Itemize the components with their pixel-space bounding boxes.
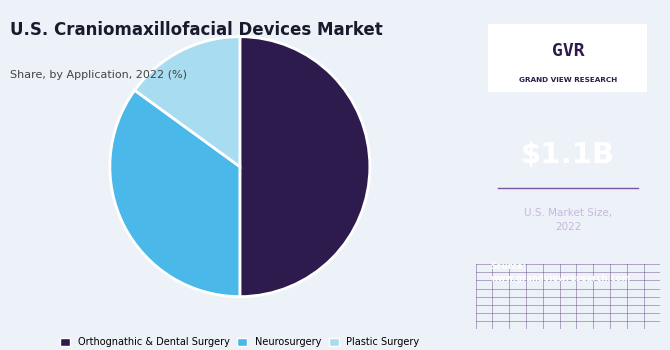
Text: Share, by Application, 2022 (%): Share, by Application, 2022 (%) [10,70,187,80]
Legend: Orthognathic & Dental Surgery, Neurosurgery, Plastic Surgery: Orthognathic & Dental Surgery, Neurosurg… [57,335,423,350]
Wedge shape [240,37,370,297]
Text: U.S. Market Size,
2022: U.S. Market Size, 2022 [524,208,612,232]
Text: U.S. Craniomaxillofacial Devices Market: U.S. Craniomaxillofacial Devices Market [10,21,383,39]
Wedge shape [135,37,240,167]
Text: $1.1B: $1.1B [521,141,615,169]
Text: Source:
www.grandviewresearch.com: Source: www.grandviewresearch.com [490,261,630,283]
Text: GVR: GVR [551,42,584,60]
FancyBboxPatch shape [488,24,647,92]
Wedge shape [110,90,240,297]
Text: GRAND VIEW RESEARCH: GRAND VIEW RESEARCH [519,77,617,83]
